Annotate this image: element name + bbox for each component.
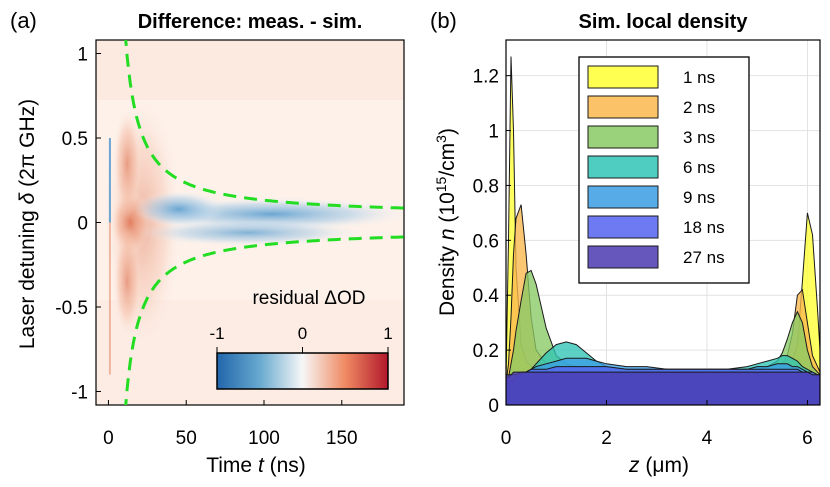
red-edge-stripe: [108, 222, 111, 375]
panel-b-ylabel-exp2: 3: [433, 135, 449, 143]
legend-swatch-9-ns: [587, 185, 659, 209]
y-tick-label: 1.2: [473, 67, 499, 88]
fit-curves: [124, 40, 404, 405]
blue-tail-root: [133, 190, 224, 227]
panel-b-ylabel-prefix: Density: [436, 240, 459, 316]
y-tick-label: -1: [71, 382, 88, 403]
panel-a-xlabel-suffix: (ns): [264, 454, 306, 477]
legend-swatch-1-ns: [587, 65, 659, 89]
x-tick-label: 6: [802, 428, 813, 449]
panel-b-xlabel-var: z: [628, 454, 640, 477]
panel-b-ylabel: Density n (1015/cm3): [433, 128, 459, 316]
legend-label-3-ns: 3 ns: [683, 128, 715, 147]
x-tick-label: 0: [103, 428, 114, 449]
legend-label-27-ns: 27 ns: [683, 248, 725, 267]
y-tick-label: 0.8: [473, 176, 499, 197]
legend-label-9-ns: 9 ns: [683, 188, 715, 207]
y-tick-label: 1: [77, 45, 88, 66]
y-tick-label: 0.2: [473, 341, 499, 362]
panel-b-ylabel-exp1: 15: [433, 176, 449, 192]
panel-a-axes: 0 50 100 150 1 0.5 0 -0.5 -1: [55, 45, 357, 449]
panel-b-ylabel-unit-open: (10: [436, 192, 459, 228]
heatmap-area: [96, 40, 404, 405]
red-lower-lobe: [113, 226, 142, 337]
x-tick-label: 0: [501, 428, 512, 449]
red-upper-lobe: [113, 108, 142, 219]
fit-curve-upper: [124, 40, 404, 210]
y-tick-label: 0: [488, 396, 499, 417]
legend-swatch-3-ns: [587, 125, 659, 149]
x-tick-label: 50: [176, 428, 197, 449]
panel-b-title: Sim. local density: [579, 11, 749, 33]
legend-swatch-2-ns: [587, 95, 659, 119]
y-tick-label: -0.5: [55, 298, 88, 319]
panel-a-tag: (a): [10, 8, 37, 33]
y-tick-label: 0.6: [473, 231, 499, 252]
x-tick-label: 2: [601, 428, 612, 449]
legend-swatch-18-ns: [587, 215, 659, 239]
panel-a-title: Difference: meas. - sim.: [138, 11, 363, 33]
colorbar-ticks: -1 0 1: [209, 324, 393, 353]
legend-swatch-27-ns: [587, 245, 659, 269]
panel-a-xlabel-var: t: [258, 454, 265, 477]
colorbar-label: residual ΔOD: [252, 288, 365, 309]
heatmap-top-wash: [96, 40, 404, 100]
colorbar-tick-label: 1: [383, 324, 392, 343]
colorbar-bar: [216, 352, 389, 390]
colorbar: residual ΔOD -1 0 1: [209, 288, 393, 390]
panel-a: (a) Difference: meas. - sim. 0 50 100 15010…: [10, 8, 405, 477]
fit-curve-lower: [124, 235, 404, 405]
y-tick-label: 0: [77, 214, 88, 235]
x-tick-label: 150: [326, 428, 358, 449]
legend-label-18-ns: 18 ns: [683, 218, 725, 237]
legend-label-2-ns: 2 ns: [683, 98, 715, 117]
legend-swatch-6-ns: [587, 155, 659, 179]
panel-b-ylabel-unit-close: ): [436, 128, 459, 135]
panel-b-xlabel-suffix: (μm): [640, 454, 689, 477]
x-tick-label: 100: [248, 428, 280, 449]
density-areas: [506, 56, 820, 405]
panel-b-ylabel-var: n: [436, 228, 459, 240]
colorbar-tick-label: -1: [209, 324, 224, 343]
legend: 1 ns 2 ns 3 ns 6 ns 9 ns 18 ns 27 ns: [578, 56, 750, 284]
blue-tail-lower: [138, 219, 359, 246]
x-tick-label: 4: [702, 428, 713, 449]
panel-b-ylabel-unit-mid: /cm: [436, 143, 459, 177]
panel-a-xlabel: Time t (ns): [206, 454, 306, 477]
panel-b-tag: (b): [430, 8, 457, 33]
y-tick-label: 0.4: [473, 286, 500, 307]
colorbar-tick-label: 0: [298, 324, 307, 343]
legend-label-1-ns: 1 ns: [683, 68, 715, 87]
panel-a-ylabel-suffix: (2π GHz): [16, 99, 39, 193]
panel-b-xlabel: z (μm): [628, 454, 689, 477]
blue-edge-stripe: [108, 138, 111, 223]
panel-a-ylabel-var: δ: [16, 192, 39, 204]
panel-a-xlabel-prefix: Time: [206, 454, 258, 477]
panel-a-ylabel-prefix: Laser detuning: [16, 204, 39, 349]
density-area-27-ns: [506, 371, 820, 405]
panel-b-frame: [505, 39, 821, 406]
panel-b-axes: 0 2 4 6 0 0.2 0.4 0.6 0.8 1 1.2: [473, 67, 813, 449]
legend-label-6-ns: 6 ns: [683, 158, 715, 177]
panel-a-ylabel: Laser detuning δ (2π GHz): [16, 99, 39, 349]
panel-b: (b) Sim. local density 0 2 4 6 0 0.2 0.4 0.6 0.8…: [430, 8, 821, 477]
y-tick-label: 1: [488, 122, 499, 143]
y-tick-label: 0.5: [62, 129, 88, 150]
